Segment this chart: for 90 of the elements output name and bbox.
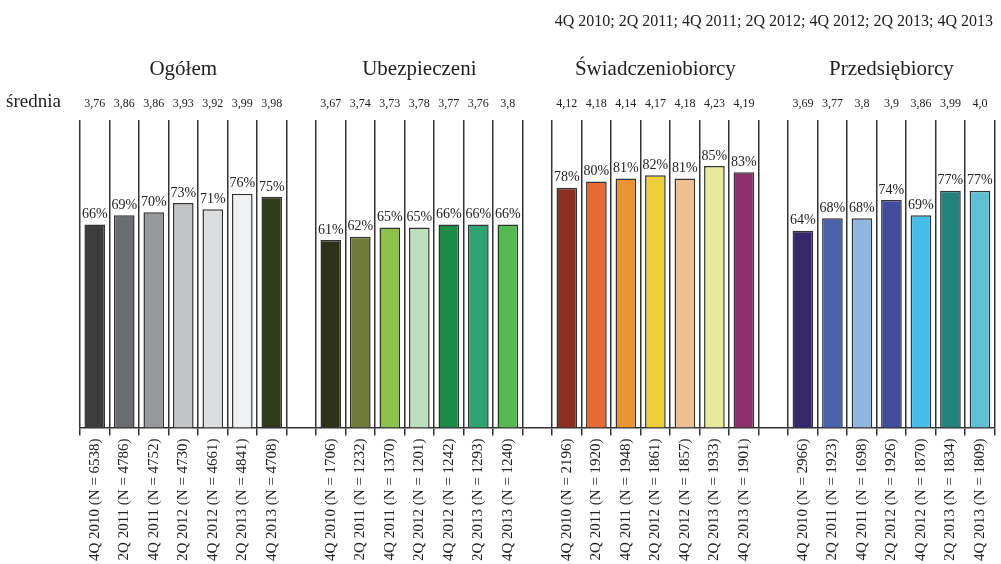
text: 3,86 xyxy=(910,96,932,111)
x-tick-label: 2Q 2013 (N = 1293) xyxy=(469,438,487,562)
data-label: 78% xyxy=(554,169,581,185)
text: 3,77 xyxy=(821,96,843,111)
data-label: 66% xyxy=(436,206,462,222)
text: 3,93 xyxy=(172,96,194,111)
x-tick-label: 2Q 2013 (N = 1933) xyxy=(705,438,723,562)
data-label: 65% xyxy=(376,209,403,225)
x-tick-label: 2Q 2012 (N = 1926) xyxy=(882,438,900,562)
text: 3,76 xyxy=(467,96,489,111)
data-label: 76% xyxy=(229,175,256,191)
data-label: 83% xyxy=(731,153,758,169)
data-label: 85% xyxy=(701,147,728,163)
text: 3,9 xyxy=(883,96,899,111)
x-tick-label: 4Q 2012 (N = 4661) xyxy=(203,438,221,562)
text: 3,98 xyxy=(261,96,283,111)
x-tick-label: 4Q 2012 (N = 1242) xyxy=(439,438,457,562)
x-tick-label: 4Q 2011 (N = 1370) xyxy=(380,438,398,561)
text: Świadczeniobiorcy xyxy=(574,56,737,81)
data-label: 62% xyxy=(347,218,374,234)
x-tick-label: 2Q 2011 (N = 4786) xyxy=(115,438,133,561)
x-tick-label: 4Q 2011 (N = 4752) xyxy=(144,438,162,561)
text: 4,23 xyxy=(703,96,725,111)
data-label: 66% xyxy=(495,206,522,222)
text: 3,8 xyxy=(854,96,870,111)
text: 3,67 xyxy=(320,96,342,111)
x-tick-label: 4Q 2013 (N = 1240) xyxy=(498,438,516,562)
x-tick-label: 4Q 2013 (N = 1809) xyxy=(970,438,988,562)
text: 4,18 xyxy=(585,96,607,111)
text: Ogółem xyxy=(149,56,218,81)
data-label: 82% xyxy=(642,157,669,172)
text: 3,78 xyxy=(408,96,430,111)
x-tick-label: 2Q 2012 (N = 4730) xyxy=(174,438,192,562)
data-label: 77% xyxy=(967,172,994,188)
text: 3,99 xyxy=(939,96,961,111)
text: 3,92 xyxy=(202,96,224,111)
text: średnia xyxy=(6,90,62,112)
chart-subtitle: 4Q 2010; 2Q 2011; 4Q 2011; 2Q 2012; 4Q 2012; 2Q 2013; 4Q 2013 xyxy=(554,12,993,30)
data-label: 61% xyxy=(317,221,344,237)
text: Przedsiębiorcy xyxy=(829,56,955,81)
text: 3,86 xyxy=(113,96,135,111)
text: 4,19 xyxy=(733,96,755,111)
data-label: 68% xyxy=(849,200,876,216)
x-tick-label: 2Q 2011 (N = 1232) xyxy=(351,438,369,561)
x-tick-label: 4Q 2013 (N = 1901) xyxy=(734,438,752,562)
x-tick-label: 4Q 2010 (N = 2196) xyxy=(557,438,575,562)
text: 3,77 xyxy=(438,96,460,111)
text: 4,17 xyxy=(644,96,666,111)
data-label: 65% xyxy=(406,209,433,225)
text: 3,74 xyxy=(349,96,371,111)
data-label: 70% xyxy=(140,193,167,209)
data-label: 73% xyxy=(170,184,197,200)
text: 3,69 xyxy=(792,96,814,111)
data-label: 66% xyxy=(465,206,492,222)
x-tick-label: 4Q 2010 (N = 2966) xyxy=(793,438,811,562)
data-label: 75% xyxy=(258,178,285,194)
data-label: 80% xyxy=(583,163,610,179)
data-label: 81% xyxy=(672,160,699,176)
text: 4,14 xyxy=(615,96,637,111)
x-tick-label: 2Q 2011 (N = 1923) xyxy=(823,438,841,561)
x-tick-label: 4Q 2010 (N = 1706) xyxy=(321,438,339,562)
data-label: 66% xyxy=(81,206,108,222)
text: 3,76 xyxy=(84,96,106,111)
data-label: 69% xyxy=(111,196,138,212)
x-tick-label: 4Q 2013 (N = 4708) xyxy=(262,438,280,562)
x-tick-label: 4Q 2011 (N = 1948) xyxy=(616,438,634,561)
text: 4,18 xyxy=(674,96,696,111)
text: 3,86 xyxy=(143,96,165,111)
x-tick-label: 4Q 2011 (N = 1698) xyxy=(852,438,870,561)
x-tick-label: 2Q 2012 (N = 1201) xyxy=(410,438,428,562)
data-label: 74% xyxy=(878,181,905,197)
x-tick-label: 4Q 2012 (N = 1857) xyxy=(675,438,693,562)
data-label: 68% xyxy=(819,200,846,216)
text: 3,99 xyxy=(231,96,253,111)
text: 4,12 xyxy=(556,96,578,111)
text: 3,8 xyxy=(500,96,516,111)
data-label: 64% xyxy=(790,212,817,228)
text: Ubezpieczeni xyxy=(362,56,477,81)
text: 4,0 xyxy=(972,96,988,111)
x-tick-label: 2Q 2013 (N = 1834) xyxy=(941,438,959,562)
x-tick-label: 2Q 2013 (N = 4841) xyxy=(233,438,251,562)
data-label: 81% xyxy=(613,160,640,176)
text: 3,73 xyxy=(379,96,401,111)
data-label: 77% xyxy=(937,172,964,188)
x-tick-label: 4Q 2012 (N = 1870) xyxy=(911,438,929,562)
x-tick-label: 2Q 2011 (N = 1920) xyxy=(587,438,605,561)
data-label: 71% xyxy=(199,190,226,206)
x-tick-label: 4Q 2010 (N = 6538) xyxy=(85,438,103,562)
x-tick-label: 2Q 2012 (N = 1861) xyxy=(646,438,664,562)
data-label: 69% xyxy=(908,196,935,212)
